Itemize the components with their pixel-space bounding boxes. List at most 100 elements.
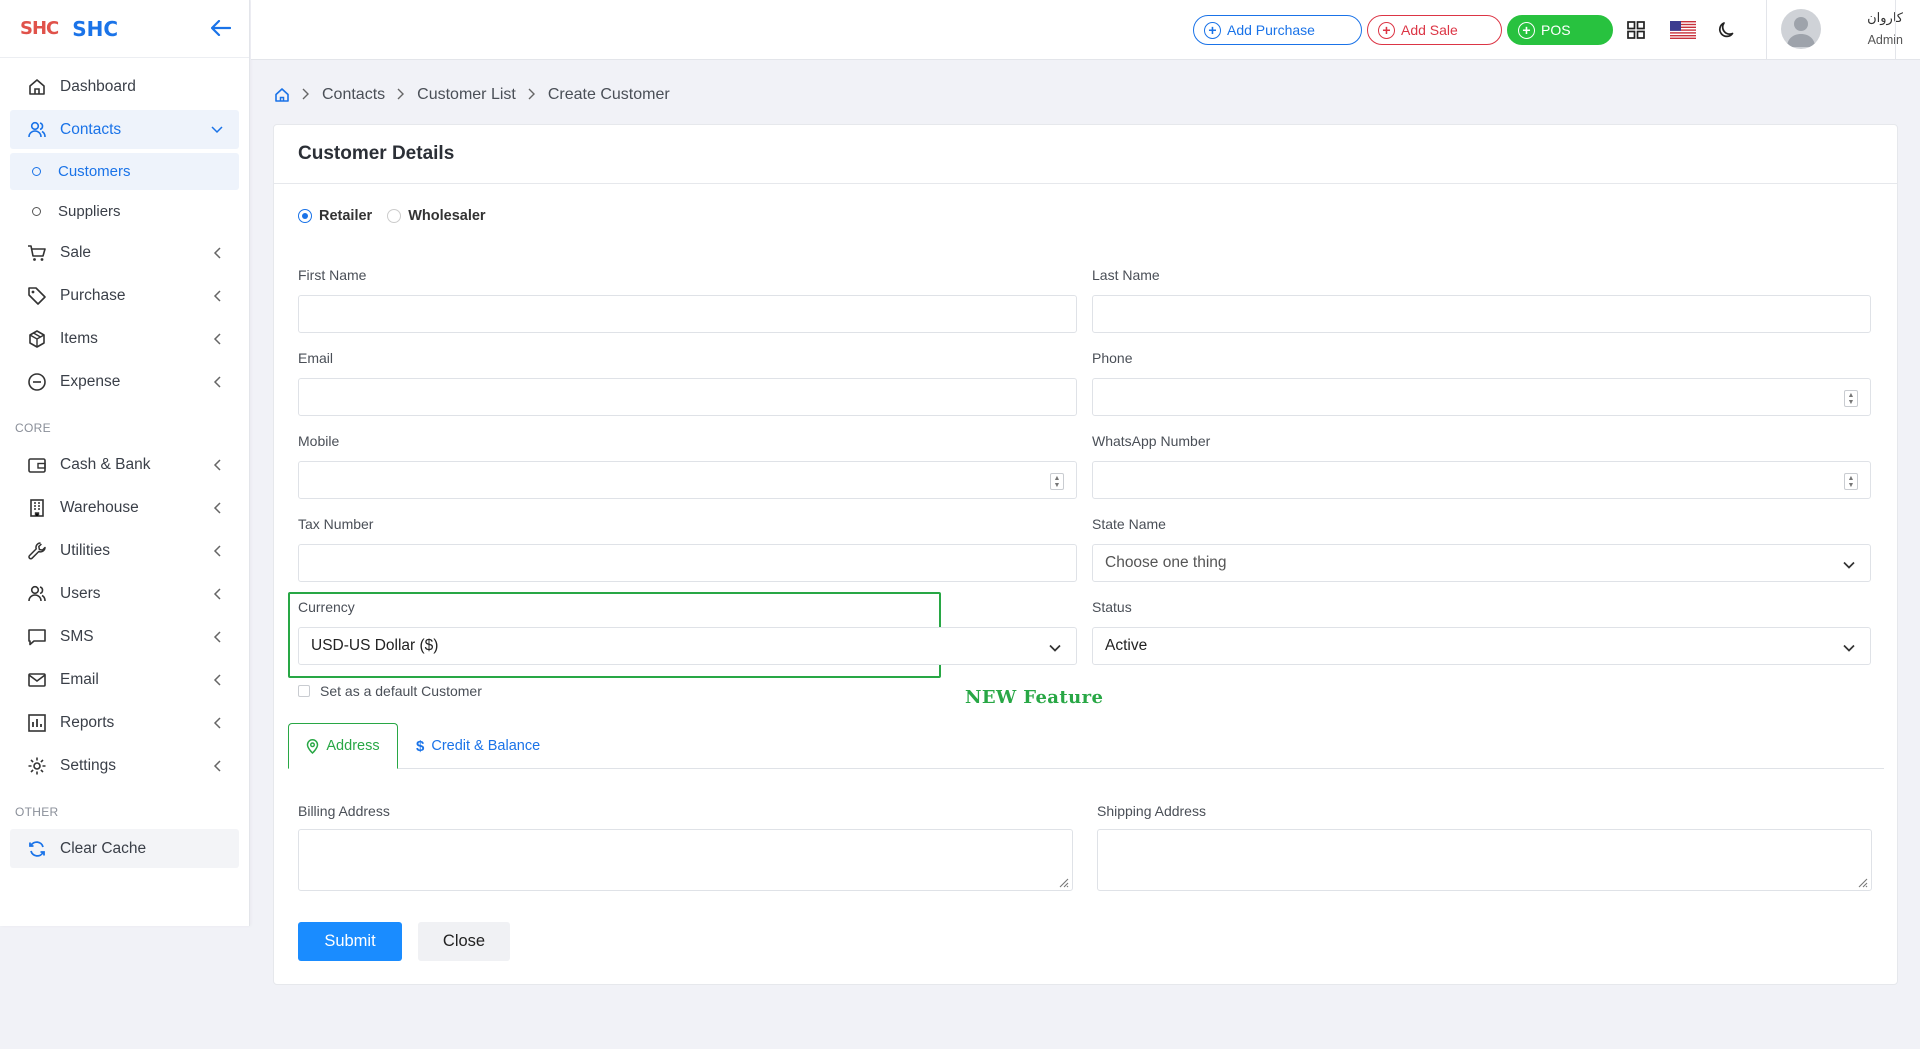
- sidebar-item-sale[interactable]: Sale: [10, 233, 239, 272]
- number-spinner[interactable]: ▲ ▼: [1844, 473, 1858, 490]
- sidebar-item-sms[interactable]: SMS: [10, 617, 239, 656]
- sidebar-item-reports[interactable]: Reports: [10, 703, 239, 742]
- sidebar-item-warehouse[interactable]: Warehouse: [10, 488, 239, 527]
- breadcrumb-contacts[interactable]: Contacts: [322, 86, 386, 103]
- last-name-input[interactable]: [1105, 296, 1858, 332]
- sidebar-item-contacts[interactable]: Contacts: [10, 110, 239, 149]
- sidebar-item-label: Sale: [60, 243, 92, 261]
- sidebar-item-customers[interactable]: Customers: [10, 153, 239, 190]
- mobile-field[interactable]: ▲ ▼: [298, 461, 1077, 499]
- resize-grip-icon[interactable]: [1057, 875, 1069, 888]
- first-name-field[interactable]: [298, 295, 1077, 333]
- tax-number-label: Tax Number: [298, 516, 374, 532]
- resize-grip-icon[interactable]: [1856, 875, 1868, 888]
- breadcrumb-create-customer: Create Customer: [547, 86, 670, 103]
- sidebar-item-cash-bank[interactable]: Cash & Bank: [10, 445, 239, 484]
- email-field[interactable]: [298, 378, 1077, 416]
- tab-address-label: Address: [326, 738, 380, 754]
- email-input[interactable]: [311, 379, 1064, 415]
- sidebar-item-email[interactable]: Email: [10, 660, 239, 699]
- pos-label: POS: [1541, 22, 1571, 38]
- minus-circle-icon: [26, 371, 48, 393]
- moon-icon[interactable]: [1715, 18, 1739, 42]
- tax-number-field[interactable]: [298, 544, 1077, 582]
- phone-field[interactable]: ▲ ▼: [1092, 378, 1871, 416]
- home-icon[interactable]: [274, 87, 290, 103]
- add-purchase-button[interactable]: + Add Purchase: [1193, 15, 1362, 45]
- chevron-left-icon: [211, 759, 223, 772]
- tag-icon: [26, 285, 48, 307]
- sidebar-item-items[interactable]: Items: [10, 319, 239, 358]
- customer-type-group: Retailer Wholesaler: [298, 208, 486, 224]
- tab-credit-balance[interactable]: $ Credit & Balance: [416, 723, 540, 769]
- retailer-label[interactable]: Retailer: [319, 208, 373, 224]
- avatar[interactable]: [1781, 9, 1821, 49]
- sidebar-item-label: Purchase: [60, 286, 126, 304]
- section-core-label: CORE: [15, 421, 51, 435]
- dollar-icon: $: [416, 737, 425, 755]
- sidebar-item-label: Cash & Bank: [60, 455, 151, 473]
- status-label: Status: [1092, 599, 1132, 615]
- sidebar-item-label: Users: [60, 584, 101, 602]
- wrench-icon: [26, 540, 48, 562]
- bullet-icon: [32, 207, 41, 216]
- default-customer-checkbox[interactable]: [298, 685, 310, 697]
- whatsapp-field[interactable]: ▲ ▼: [1092, 461, 1871, 499]
- sidebar-item-label: Dashboard: [60, 77, 136, 95]
- currency-select[interactable]: USD-US Dollar ($): [298, 627, 1077, 665]
- sidebar-item-label: Contacts: [60, 120, 122, 138]
- user-name[interactable]: کاروان: [1867, 10, 1903, 25]
- section-other-label: OTHER: [15, 805, 59, 819]
- status-select[interactable]: Active: [1092, 627, 1871, 665]
- grid-apps-icon[interactable]: [1624, 18, 1648, 42]
- retailer-radio[interactable]: [298, 209, 312, 223]
- shipping-address-textarea[interactable]: [1097, 829, 1872, 891]
- status-value: Active: [1105, 637, 1148, 654]
- sidebar-item-settings[interactable]: Settings: [10, 746, 239, 785]
- sidebar-item-purchase[interactable]: Purchase: [10, 276, 239, 315]
- sidebar-item-label: Customers: [58, 163, 131, 180]
- chevron-left-icon: [211, 544, 223, 557]
- state-name-select[interactable]: Choose one thing: [1092, 544, 1871, 582]
- default-customer-label[interactable]: Set as a default Customer: [320, 683, 482, 699]
- breadcrumb-customer-list[interactable]: Customer List: [417, 86, 516, 103]
- number-spinner[interactable]: ▲ ▼: [1844, 390, 1858, 407]
- currency-label: Currency: [298, 599, 355, 615]
- chevron-down-icon: [1842, 641, 1856, 655]
- chevron-down-icon: [211, 124, 223, 136]
- sidebar-item-clear-cache[interactable]: Clear Cache: [10, 829, 239, 868]
- wholesaler-label[interactable]: Wholesaler: [408, 208, 486, 224]
- brand-name[interactable]: SHC: [72, 16, 119, 41]
- sidebar-nav: Dashboard Contacts Customers Suppliers S…: [0, 58, 249, 868]
- pos-button[interactable]: + POS: [1507, 15, 1613, 45]
- gear-icon: [26, 755, 48, 777]
- add-purchase-label: Add Purchase: [1227, 22, 1315, 38]
- tax-number-input[interactable]: [311, 545, 1064, 581]
- brand-logo[interactable]: SHC: [20, 18, 59, 39]
- chevron-right-icon: [302, 87, 310, 103]
- first-name-input[interactable]: [311, 296, 1064, 332]
- topbar: + Add Purchase + Add Sale + POS کاروان A…: [251, 0, 1920, 60]
- chevron-left-icon: [211, 716, 223, 729]
- sidebar-item-expense[interactable]: Expense: [10, 362, 239, 401]
- sidebar-item-users[interactable]: Users: [10, 574, 239, 613]
- currency-value: USD-US Dollar ($): [311, 637, 439, 654]
- sidebar-item-label: Settings: [60, 756, 117, 774]
- sidebar-item-suppliers[interactable]: Suppliers: [10, 193, 239, 230]
- us-flag-icon[interactable]: [1669, 18, 1697, 42]
- collapse-sidebar-icon[interactable]: [210, 16, 232, 42]
- sidebar-item-dashboard[interactable]: Dashboard: [10, 67, 239, 106]
- cart-icon: [26, 242, 48, 264]
- tab-address[interactable]: Address: [288, 723, 398, 769]
- sidebar-item-utilities[interactable]: Utilities: [10, 531, 239, 570]
- add-sale-button[interactable]: + Add Sale: [1367, 15, 1502, 45]
- wholesaler-radio[interactable]: [387, 209, 402, 223]
- chevron-left-icon: [211, 587, 223, 600]
- number-spinner[interactable]: ▲ ▼: [1050, 473, 1064, 490]
- close-button[interactable]: Close: [418, 922, 510, 961]
- submit-button[interactable]: Submit: [298, 922, 402, 961]
- tab-credit-balance-label: Credit & Balance: [431, 738, 541, 754]
- last-name-field[interactable]: [1092, 295, 1871, 333]
- building-icon: [26, 497, 48, 519]
- billing-address-textarea[interactable]: [298, 829, 1073, 891]
